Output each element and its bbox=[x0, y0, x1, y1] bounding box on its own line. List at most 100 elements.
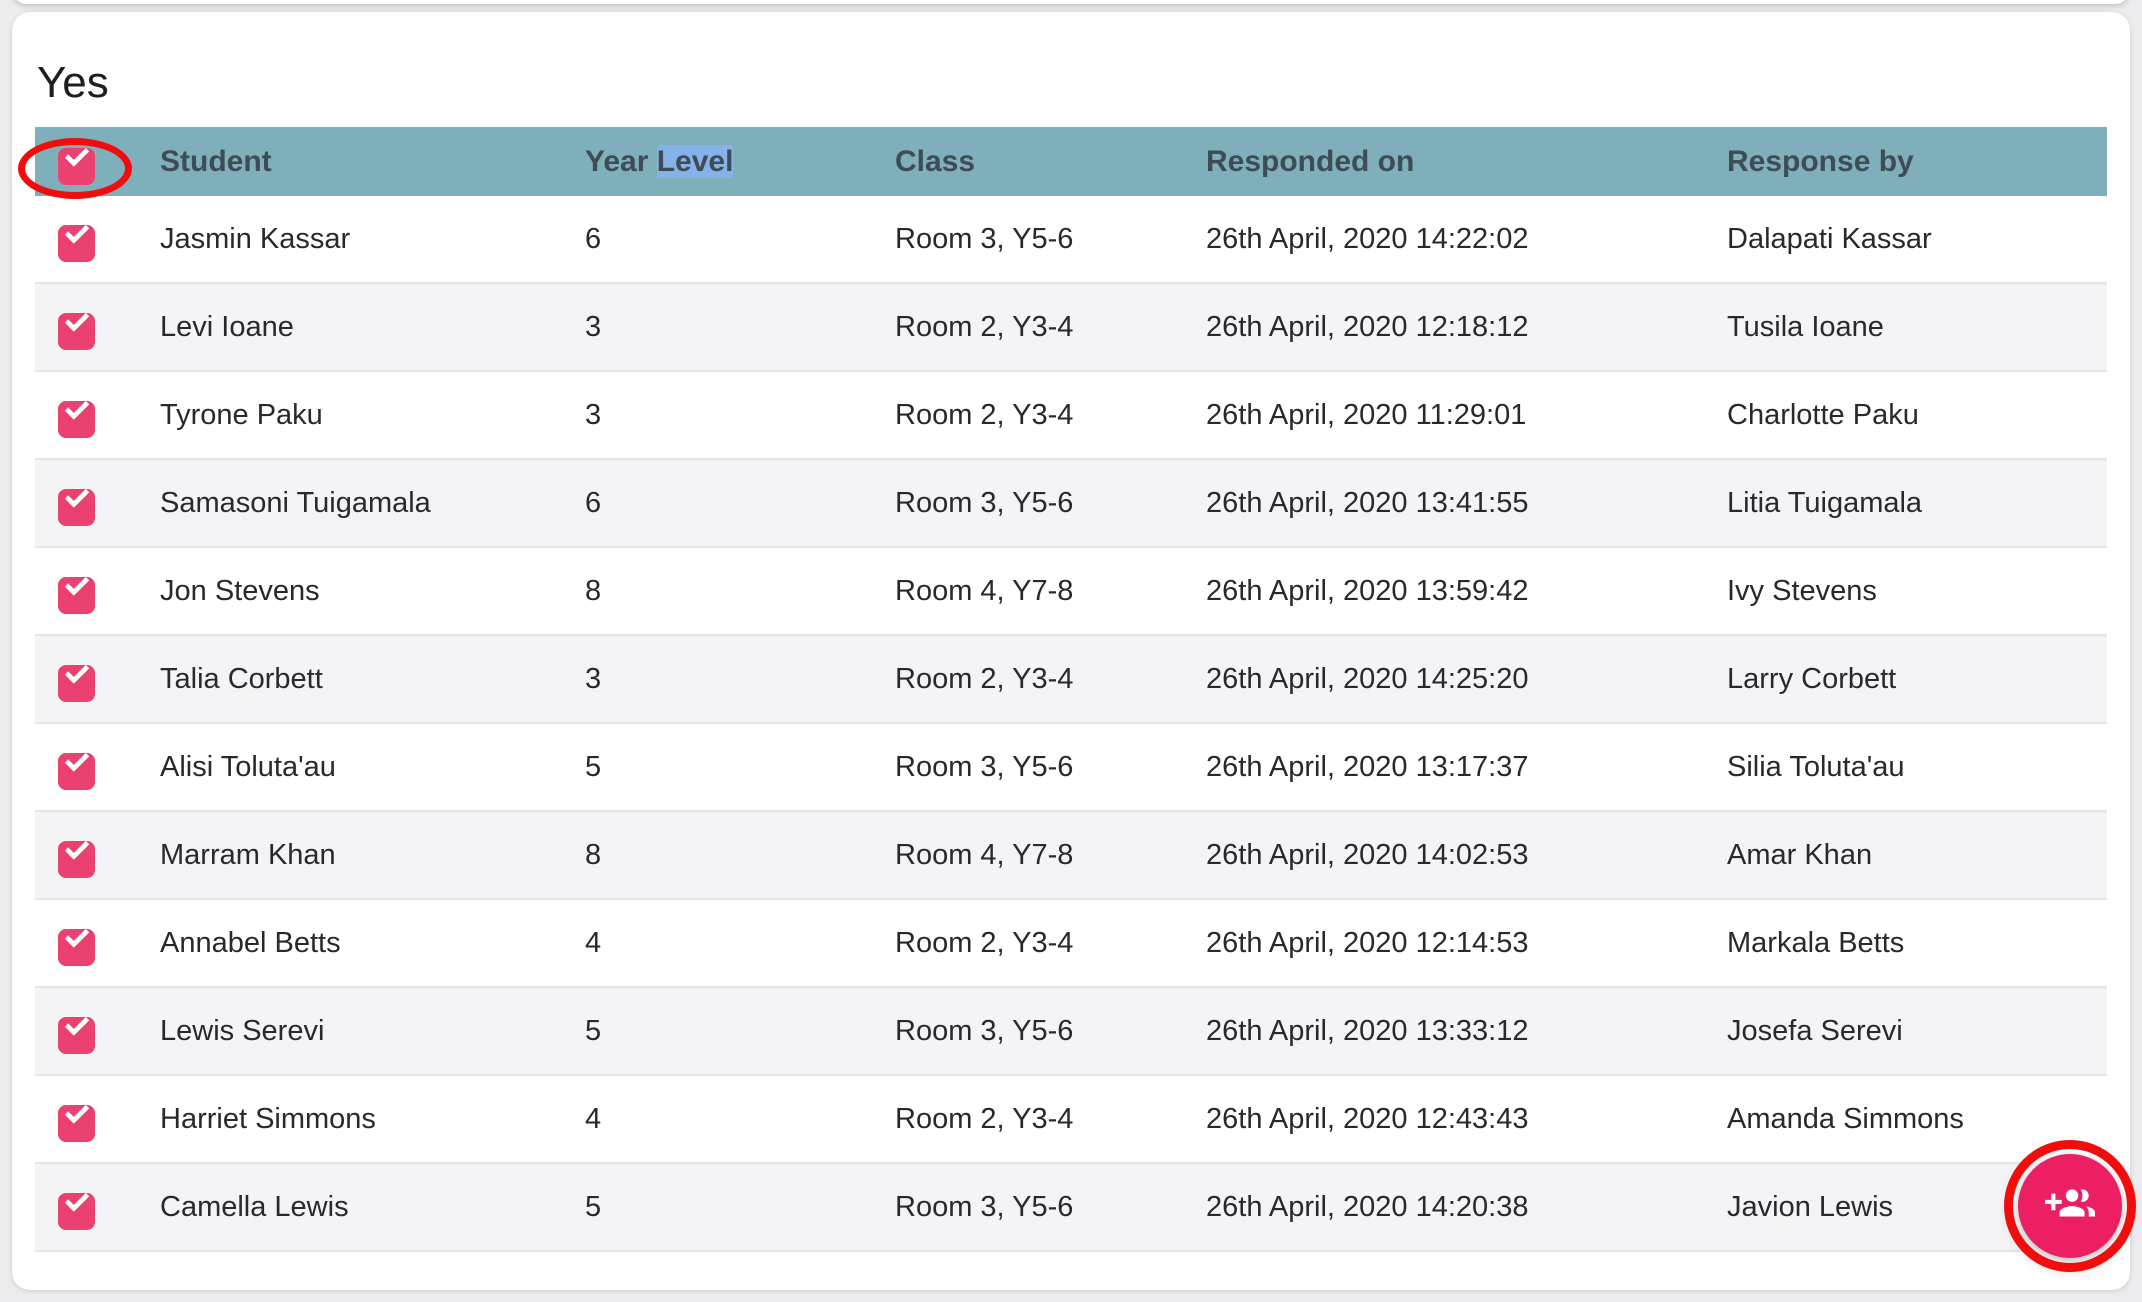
year-level-value: 4 bbox=[585, 1102, 602, 1135]
row-checkbox-cell bbox=[35, 392, 160, 438]
year-level-value: 3 bbox=[585, 398, 602, 431]
class-value: Room 3, Y5-6 bbox=[895, 1190, 1074, 1223]
response-by-value: Dalapati Kassar bbox=[1727, 222, 1932, 255]
student-name: Talia Corbett bbox=[160, 662, 323, 695]
responded-on-value: 26th April, 2020 14:22:02 bbox=[1206, 222, 1529, 255]
row-checkbox-cell bbox=[35, 304, 160, 350]
response-by-value: Charlotte Paku bbox=[1727, 398, 1919, 431]
responded-on-value: 26th April, 2020 14:25:20 bbox=[1206, 662, 1529, 695]
student-name: Harriet Simmons bbox=[160, 1102, 376, 1135]
student-name: Alisi Toluta'au bbox=[160, 750, 336, 783]
row-checkbox-cell bbox=[35, 744, 160, 790]
responses-table: Student Year Level Class Responded on Re… bbox=[35, 127, 2107, 1252]
row-checkbox[interactable] bbox=[58, 753, 95, 790]
column-header-response-by: Response by bbox=[1727, 144, 1914, 178]
response-by-value: Larry Corbett bbox=[1727, 662, 1897, 695]
year-level-value: 6 bbox=[585, 222, 602, 255]
row-checkbox[interactable] bbox=[58, 841, 95, 878]
row-checkbox[interactable] bbox=[58, 313, 95, 350]
row-checkbox[interactable] bbox=[58, 929, 95, 966]
row-checkbox[interactable] bbox=[58, 1105, 95, 1142]
row-checkbox-cell bbox=[35, 656, 160, 702]
year-level-value: 3 bbox=[585, 310, 602, 343]
class-value: Room 2, Y3-4 bbox=[895, 1102, 1074, 1135]
row-checkbox[interactable] bbox=[58, 401, 95, 438]
row-checkbox-cell bbox=[35, 920, 160, 966]
class-value: Room 2, Y3-4 bbox=[895, 310, 1074, 343]
table-row: Tyrone Paku 3 Room 2, Y3-4 26th April, 2… bbox=[35, 370, 2107, 458]
row-checkbox[interactable] bbox=[58, 577, 95, 614]
table-row: Lewis Serevi 5 Room 3, Y5-6 26th April, … bbox=[35, 986, 2107, 1074]
row-checkbox-cell bbox=[35, 1008, 160, 1054]
row-checkbox[interactable] bbox=[58, 1017, 95, 1054]
table-body: Jasmin Kassar 6 Room 3, Y5-6 26th April,… bbox=[35, 196, 2107, 1252]
class-value: Room 3, Y5-6 bbox=[895, 750, 1074, 783]
row-checkbox-cell bbox=[35, 568, 160, 614]
row-checkbox-cell bbox=[35, 832, 160, 878]
response-by-value: Amar Khan bbox=[1727, 838, 1873, 871]
response-by-value: Amanda Simmons bbox=[1727, 1102, 1964, 1135]
column-header-class: Class bbox=[895, 144, 976, 178]
row-checkbox[interactable] bbox=[58, 665, 95, 702]
responded-on-value: 26th April, 2020 13:41:55 bbox=[1206, 486, 1529, 519]
student-name: Lewis Serevi bbox=[160, 1014, 325, 1047]
student-name: Tyrone Paku bbox=[160, 398, 323, 431]
table-row: Marram Khan 8 Room 4, Y7-8 26th April, 2… bbox=[35, 810, 2107, 898]
response-by-value: Ivy Stevens bbox=[1727, 574, 1877, 607]
responded-on-value: 26th April, 2020 12:43:43 bbox=[1206, 1102, 1529, 1135]
year-level-value: 5 bbox=[585, 750, 602, 783]
student-name: Jon Stevens bbox=[160, 574, 320, 607]
year-level-value: 6 bbox=[585, 486, 602, 519]
class-value: Room 4, Y7-8 bbox=[895, 838, 1074, 871]
row-checkbox[interactable] bbox=[58, 489, 95, 526]
table-row: Jasmin Kassar 6 Room 3, Y5-6 26th April,… bbox=[35, 196, 2107, 282]
table-row: Jon Stevens 8 Room 4, Y7-8 26th April, 2… bbox=[35, 546, 2107, 634]
row-checkbox-cell bbox=[35, 480, 160, 526]
student-name: Annabel Betts bbox=[160, 926, 341, 959]
row-checkbox[interactable] bbox=[58, 1193, 95, 1230]
table-header-row: Student Year Level Class Responded on Re… bbox=[35, 127, 2107, 196]
page-title: Yes bbox=[37, 58, 109, 107]
response-by-value: Javion Lewis bbox=[1727, 1190, 1894, 1223]
select-all-checkbox[interactable] bbox=[58, 147, 95, 185]
response-by-value: Markala Betts bbox=[1727, 926, 1905, 959]
table-row: Annabel Betts 4 Room 2, Y3-4 26th April,… bbox=[35, 898, 2107, 986]
header-checkbox-cell bbox=[35, 139, 160, 185]
table-row: Alisi Toluta'au 5 Room 3, Y5-6 26th Apri… bbox=[35, 722, 2107, 810]
student-name: Levi Ioane bbox=[160, 310, 294, 343]
row-checkbox-cell bbox=[35, 1184, 160, 1230]
response-by-value: Tusila Ioane bbox=[1727, 310, 1884, 343]
year-level-value: 5 bbox=[585, 1190, 602, 1223]
student-name: Marram Khan bbox=[160, 838, 336, 871]
class-value: Room 2, Y3-4 bbox=[895, 398, 1074, 431]
year-level-value: 5 bbox=[585, 1014, 602, 1047]
responded-on-value: 26th April, 2020 13:59:42 bbox=[1206, 574, 1529, 607]
group-add-icon bbox=[2045, 1179, 2095, 1234]
responded-on-value: 26th April, 2020 14:02:53 bbox=[1206, 838, 1529, 871]
column-header-year-level: Year Level bbox=[585, 144, 895, 179]
row-checkbox-cell bbox=[35, 216, 160, 262]
responses-card: Yes Student Year Level Class Responded o… bbox=[12, 12, 2130, 1290]
column-header-student: Student bbox=[160, 144, 272, 178]
responded-on-value: 26th April, 2020 14:20:38 bbox=[1206, 1190, 1529, 1223]
row-checkbox[interactable] bbox=[58, 225, 95, 262]
response-by-value: Litia Tuigamala bbox=[1727, 486, 1923, 519]
response-by-value: Silia Toluta'au bbox=[1727, 750, 1905, 783]
responded-on-value: 26th April, 2020 12:14:53 bbox=[1206, 926, 1529, 959]
class-value: Room 2, Y3-4 bbox=[895, 662, 1074, 695]
table-row: Levi Ioane 3 Room 2, Y3-4 26th April, 20… bbox=[35, 282, 2107, 370]
table-row: Camella Lewis 5 Room 3, Y5-6 26th April,… bbox=[35, 1162, 2107, 1252]
year-level-value: 8 bbox=[585, 838, 602, 871]
row-checkbox-cell bbox=[35, 1096, 160, 1142]
responded-on-value: 26th April, 2020 13:17:37 bbox=[1206, 750, 1529, 783]
student-name: Camella Lewis bbox=[160, 1190, 349, 1223]
previous-card-bottom-edge bbox=[12, 0, 2130, 4]
response-by-value: Josefa Serevi bbox=[1727, 1014, 1903, 1047]
table-row: Samasoni Tuigamala 6 Room 3, Y5-6 26th A… bbox=[35, 458, 2107, 546]
column-header-responded-on: Responded on bbox=[1206, 144, 1415, 178]
add-students-fab[interactable] bbox=[2018, 1154, 2122, 1258]
class-value: Room 3, Y5-6 bbox=[895, 222, 1074, 255]
class-value: Room 3, Y5-6 bbox=[895, 486, 1074, 519]
student-name: Samasoni Tuigamala bbox=[160, 486, 431, 519]
